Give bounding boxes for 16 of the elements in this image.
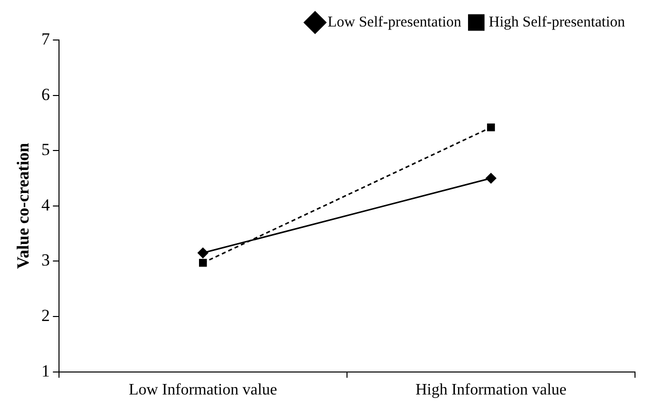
legend-label: Low Self-presentation <box>328 14 462 30</box>
y-axis-title: Value co-creation <box>14 142 33 269</box>
point <box>486 173 496 184</box>
y-tick-label: 6 <box>41 84 50 104</box>
x-tick-label: High Information value <box>415 382 567 399</box>
y-tick-label: 1 <box>41 361 50 380</box>
y-tick-label: 7 <box>41 29 50 48</box>
point <box>198 258 207 267</box>
point <box>198 248 208 258</box>
y-tick-label: 2 <box>41 306 50 325</box>
y-tick-label: 5 <box>41 140 50 160</box>
point <box>487 123 495 132</box>
y-tick-label: 3 <box>41 250 50 270</box>
legend-label: High Self-presentation <box>488 14 626 30</box>
x-tick-label: Low Information value <box>128 382 278 399</box>
y-tick-label: 4 <box>41 195 50 214</box>
